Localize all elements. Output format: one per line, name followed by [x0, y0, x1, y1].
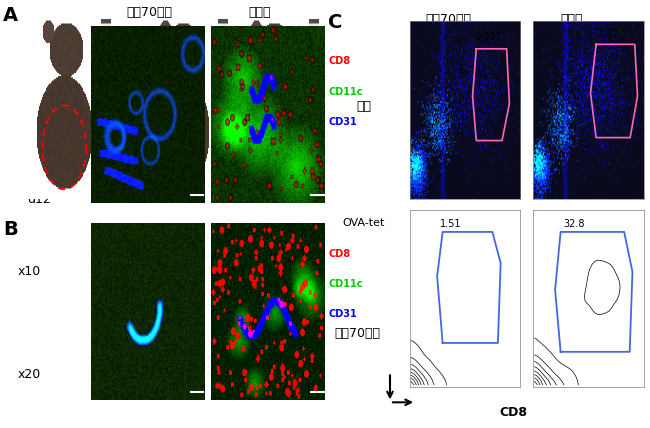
Text: 0.037: 0.037 — [474, 32, 502, 42]
Text: 治療群: 治療群 — [249, 6, 271, 19]
Text: CD11c: CD11c — [328, 279, 363, 289]
Text: 腫瘶70単独: 腫瘶70単独 — [127, 6, 172, 19]
Text: 腫瘶70単独: 腫瘶70単独 — [426, 13, 471, 26]
Text: CD31: CD31 — [328, 117, 357, 127]
Text: OVA-tet: OVA-tet — [343, 217, 385, 228]
Text: 治療群: 治療群 — [561, 13, 583, 26]
Text: CD31: CD31 — [328, 309, 357, 319]
Text: 治療群: 治療群 — [223, 225, 245, 238]
Text: 腫瘶70単独: 腫瘶70単独 — [91, 225, 136, 238]
Text: 32.8: 32.8 — [564, 220, 585, 229]
Text: d22: d22 — [151, 193, 174, 206]
Text: 1.32: 1.32 — [598, 29, 619, 39]
Text: CD8: CD8 — [499, 407, 528, 419]
Text: C: C — [328, 13, 343, 32]
Text: CD8: CD8 — [328, 56, 350, 66]
Text: A: A — [3, 6, 18, 25]
Text: x10: x10 — [18, 265, 41, 278]
Text: 腫瘶70組織: 腫瘶70組織 — [335, 327, 380, 340]
Text: B: B — [3, 220, 18, 239]
Text: CD11c: CD11c — [328, 86, 363, 97]
Text: d12: d12 — [27, 193, 51, 206]
Text: CD8: CD8 — [328, 249, 350, 259]
Text: 1.51: 1.51 — [440, 220, 461, 229]
Text: x20: x20 — [18, 368, 41, 381]
Text: 脾臓: 脾臓 — [356, 101, 372, 113]
